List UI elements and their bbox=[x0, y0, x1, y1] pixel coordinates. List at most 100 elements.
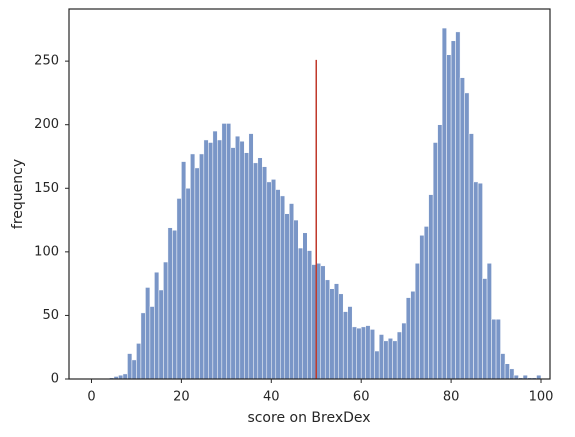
bar bbox=[149, 306, 155, 380]
bar bbox=[477, 182, 483, 380]
bar bbox=[365, 325, 371, 380]
y-tick-label: 200 bbox=[34, 117, 59, 132]
bar bbox=[441, 27, 447, 380]
bar bbox=[396, 331, 402, 380]
x-tick-label: 60 bbox=[353, 390, 370, 405]
bar bbox=[347, 306, 353, 380]
bar bbox=[351, 326, 357, 380]
bar bbox=[280, 195, 286, 380]
bar bbox=[360, 326, 366, 380]
bar bbox=[266, 181, 272, 380]
bar bbox=[369, 329, 375, 380]
y-tick-label: 0 bbox=[51, 372, 59, 387]
bar bbox=[235, 135, 241, 380]
y-tick-label: 150 bbox=[34, 181, 59, 196]
bar bbox=[275, 189, 281, 380]
bar bbox=[378, 334, 384, 380]
y-tick-label: 50 bbox=[42, 308, 59, 323]
x-tick-label: 100 bbox=[529, 390, 554, 405]
bar bbox=[257, 157, 263, 380]
bar bbox=[504, 363, 510, 380]
bar bbox=[253, 162, 259, 380]
bar bbox=[401, 322, 407, 380]
x-axis-label: score on BrexDex bbox=[247, 410, 370, 426]
x-tick-label: 40 bbox=[263, 390, 280, 405]
bar bbox=[271, 179, 277, 380]
x-tick-label: 80 bbox=[443, 390, 460, 405]
bar bbox=[509, 368, 515, 380]
bar bbox=[387, 338, 393, 380]
bar bbox=[244, 152, 250, 380]
bar bbox=[464, 92, 470, 380]
bar bbox=[154, 271, 160, 380]
bar bbox=[450, 40, 456, 380]
bar bbox=[208, 142, 214, 380]
plot-frame bbox=[68, 8, 551, 380]
bar bbox=[324, 279, 330, 380]
y-tick-label: 100 bbox=[34, 244, 59, 259]
bar bbox=[491, 318, 497, 380]
bar bbox=[482, 278, 488, 380]
bar bbox=[342, 311, 348, 380]
bar bbox=[302, 232, 308, 380]
bar bbox=[163, 261, 169, 380]
bar bbox=[423, 226, 429, 380]
bar bbox=[329, 288, 335, 380]
bar bbox=[333, 283, 339, 380]
bar bbox=[122, 373, 128, 380]
bar bbox=[190, 153, 196, 380]
y-axis-label: frequency bbox=[10, 159, 26, 229]
bar bbox=[405, 297, 411, 380]
bar bbox=[320, 265, 326, 380]
bar bbox=[500, 353, 506, 380]
y-tick-label: 250 bbox=[34, 54, 59, 69]
bar bbox=[172, 229, 178, 380]
bar bbox=[392, 340, 398, 380]
bar bbox=[410, 291, 416, 380]
bar bbox=[374, 350, 380, 380]
bar bbox=[212, 130, 218, 380]
bar bbox=[473, 181, 479, 380]
x-tick-label: 20 bbox=[173, 390, 190, 405]
bar bbox=[181, 161, 187, 380]
bar bbox=[136, 343, 142, 380]
bar bbox=[185, 188, 191, 380]
bar bbox=[167, 227, 173, 380]
bar bbox=[459, 77, 465, 380]
bar bbox=[176, 198, 182, 380]
bar bbox=[145, 287, 151, 380]
bar bbox=[486, 263, 492, 380]
bar bbox=[131, 359, 137, 380]
bar bbox=[199, 153, 205, 380]
bar bbox=[455, 31, 461, 380]
bar bbox=[239, 140, 245, 380]
bar bbox=[298, 247, 304, 380]
bar bbox=[289, 203, 295, 380]
bar bbox=[127, 353, 133, 380]
bar bbox=[428, 194, 434, 380]
bar bbox=[140, 312, 146, 380]
bar bbox=[383, 340, 389, 380]
bar bbox=[432, 142, 438, 380]
bar bbox=[356, 327, 362, 380]
bar bbox=[468, 133, 474, 380]
bar bbox=[446, 54, 452, 380]
bar bbox=[248, 133, 254, 380]
bar bbox=[217, 139, 223, 380]
bar bbox=[419, 235, 425, 380]
bar bbox=[194, 167, 200, 380]
bar bbox=[262, 166, 268, 380]
bar bbox=[226, 123, 232, 380]
bar bbox=[230, 147, 236, 380]
bar bbox=[437, 124, 443, 380]
bar bbox=[284, 213, 290, 380]
bar bbox=[338, 293, 344, 380]
bar bbox=[221, 123, 227, 380]
bar bbox=[414, 263, 420, 380]
bar bbox=[293, 219, 299, 380]
x-tick-label: 0 bbox=[87, 390, 95, 405]
bar bbox=[495, 318, 501, 380]
bar bbox=[307, 250, 312, 380]
